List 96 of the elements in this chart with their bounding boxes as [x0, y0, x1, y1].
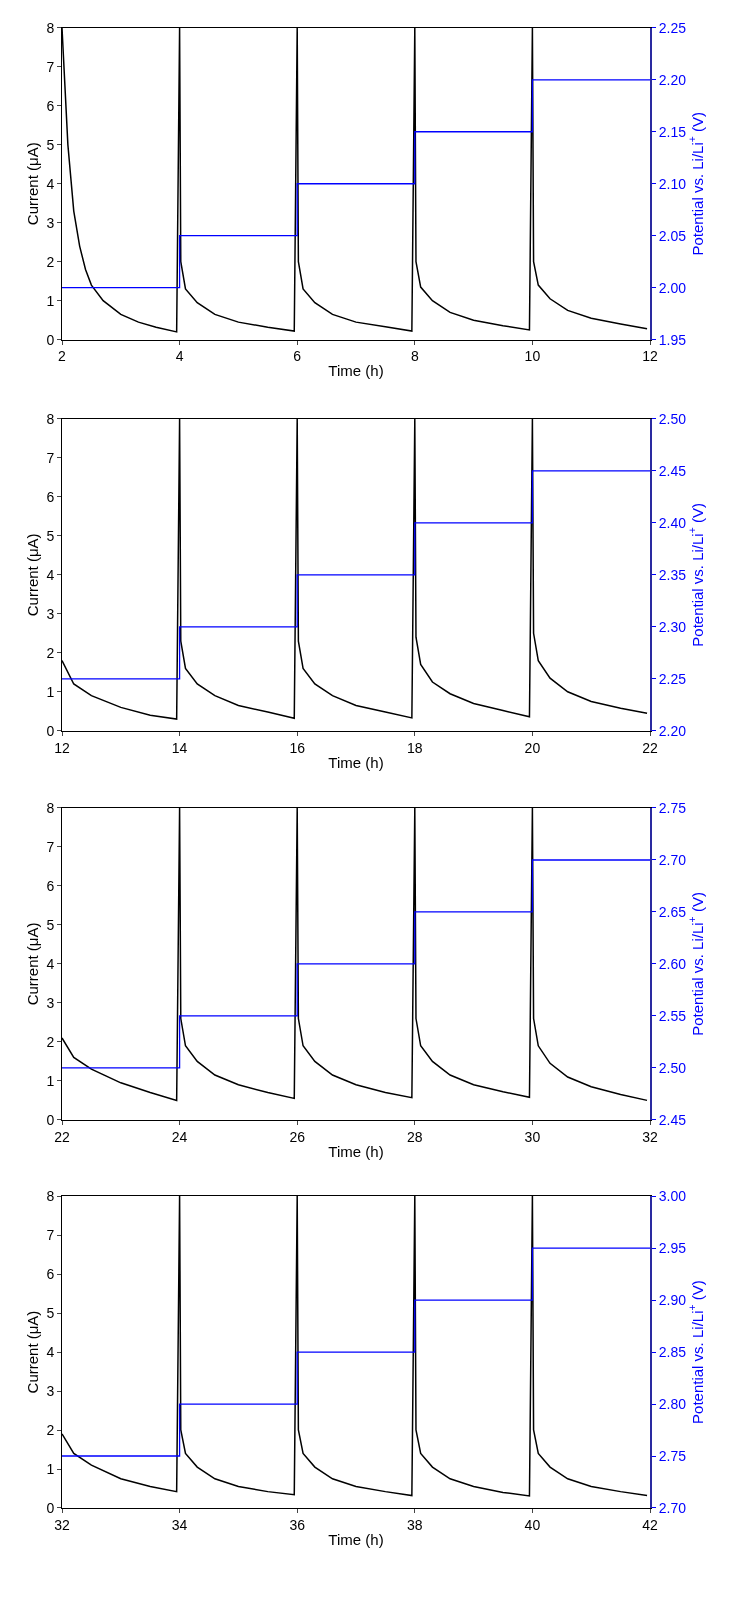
y2-tick-label: 2.35 [658, 566, 687, 583]
y-tick-label: 7 [46, 838, 55, 855]
y-tick-label: 3 [46, 605, 55, 622]
x-axis-title: Time (h) [328, 1142, 384, 1160]
x-tick-label: 32 [642, 1128, 658, 1145]
y-tick-label: 0 [46, 1499, 55, 1516]
x-axis-title: Time (h) [328, 1530, 384, 1548]
x-tick-label: 28 [407, 1128, 423, 1145]
y-axis-title: Current (μA) [23, 533, 41, 617]
y-tick-label: 2 [46, 1033, 55, 1050]
y2-tick-label: 2.15 [658, 123, 687, 140]
x-axis-title: Time (h) [328, 753, 384, 771]
y2-tick-label: 2.50 [658, 410, 687, 427]
y-tick-label: 8 [46, 19, 55, 36]
y-tick-label: 3 [46, 214, 55, 231]
y2-tick-label: 2.75 [658, 1447, 687, 1464]
x-tick-label: 4 [175, 348, 184, 365]
x-tick-label: 42 [642, 1516, 658, 1533]
y-tick-label: 0 [46, 331, 55, 348]
y-tick-label: 8 [46, 799, 55, 816]
x-tick-label: 22 [642, 739, 658, 756]
y-axis-title: Current (μA) [23, 922, 41, 1006]
y2-tick-label: 1.95 [658, 331, 687, 348]
y-tick-label: 8 [46, 410, 55, 427]
y-tick-label: 0 [46, 722, 55, 739]
y2-tick-label: 2.80 [658, 1395, 687, 1412]
y2-tick-label: 2.20 [658, 722, 687, 739]
y-tick-label: 1 [46, 1072, 55, 1089]
x-tick-label: 32 [54, 1516, 70, 1533]
y2-tick-label: 2.60 [658, 955, 687, 972]
y-tick-label: 3 [46, 1382, 55, 1399]
x-tick-label: 14 [171, 739, 188, 756]
x-tick-label: 36 [289, 1516, 306, 1533]
y2-tick-label: 2.55 [658, 1007, 687, 1024]
y2-tick-label: 2.85 [658, 1343, 687, 1360]
x-tick-label: 40 [524, 1516, 541, 1533]
y2-tick-label: 2.70 [658, 851, 687, 868]
y2-tick-label: 2.50 [658, 1059, 687, 1076]
y2-tick-label: 2.45 [658, 462, 687, 479]
y2-tick-label: 2.10 [658, 175, 687, 192]
y-tick-label: 1 [46, 683, 55, 700]
y2-tick-label: 2.20 [658, 71, 687, 88]
x-tick-label: 16 [289, 739, 306, 756]
y2-tick-label: 2.25 [658, 19, 687, 36]
y-tick-label: 4 [46, 955, 55, 972]
x-tick-label: 10 [524, 348, 541, 365]
y-tick-label: 2 [46, 253, 55, 270]
y-tick-label: 7 [46, 449, 55, 466]
y-tick-label: 1 [46, 1460, 55, 1477]
y2-tick-label: 2.00 [658, 279, 687, 296]
x-tick-label: 6 [293, 348, 302, 365]
y-tick-label: 7 [46, 58, 55, 75]
y-tick-label: 6 [46, 1265, 55, 1282]
x-tick-label: 2 [58, 348, 67, 365]
y2-tick-label: 2.90 [658, 1291, 687, 1308]
x-axis-title: Time (h) [328, 362, 384, 380]
x-tick-label: 24 [171, 1128, 188, 1145]
y-tick-label: 3 [46, 994, 55, 1011]
x-tick-label: 8 [410, 348, 419, 365]
x-tick-label: 18 [407, 739, 423, 756]
y2-tick-label: 2.05 [658, 227, 687, 244]
y-tick-label: 2 [46, 644, 55, 661]
y2-tick-label: 2.65 [658, 903, 687, 920]
y-axis-title: Current (μA) [23, 1310, 41, 1394]
y-tick-label: 5 [46, 136, 55, 153]
y-tick-label: 1 [46, 292, 55, 309]
y-tick-label: 4 [46, 1343, 55, 1360]
y-tick-label: 4 [46, 566, 55, 583]
y-tick-label: 4 [46, 175, 55, 192]
x-tick-label: 20 [524, 739, 541, 756]
y2-tick-label: 2.30 [658, 618, 687, 635]
x-tick-label: 12 [54, 739, 70, 756]
y2-tick-label: 2.25 [658, 670, 687, 687]
x-tick-label: 38 [407, 1516, 423, 1533]
y-tick-label: 5 [46, 527, 55, 544]
y-tick-label: 6 [46, 877, 55, 894]
x-tick-label: 34 [171, 1516, 188, 1533]
y-tick-label: 2 [46, 1421, 55, 1438]
x-tick-label: 22 [54, 1128, 70, 1145]
x-tick-label: 26 [289, 1128, 306, 1145]
y2-tick-label: 2.40 [658, 514, 687, 531]
y2-tick-label: 2.95 [658, 1239, 687, 1256]
y2-tick-label: 2.75 [658, 799, 687, 816]
y-tick-label: 5 [46, 916, 55, 933]
x-tick-label: 12 [642, 348, 658, 365]
y-tick-label: 6 [46, 97, 55, 114]
y-tick-label: 8 [46, 1188, 55, 1205]
y-tick-label: 5 [46, 1304, 55, 1321]
y-tick-label: 7 [46, 1226, 55, 1243]
y2-tick-label: 2.45 [658, 1111, 687, 1128]
y-tick-label: 0 [46, 1111, 55, 1128]
y-axis-title: Current (μA) [23, 142, 41, 226]
y2-tick-label: 2.70 [658, 1499, 687, 1516]
x-tick-label: 30 [524, 1128, 541, 1145]
y2-tick-label: 3.00 [658, 1188, 687, 1205]
y-tick-label: 6 [46, 488, 55, 505]
